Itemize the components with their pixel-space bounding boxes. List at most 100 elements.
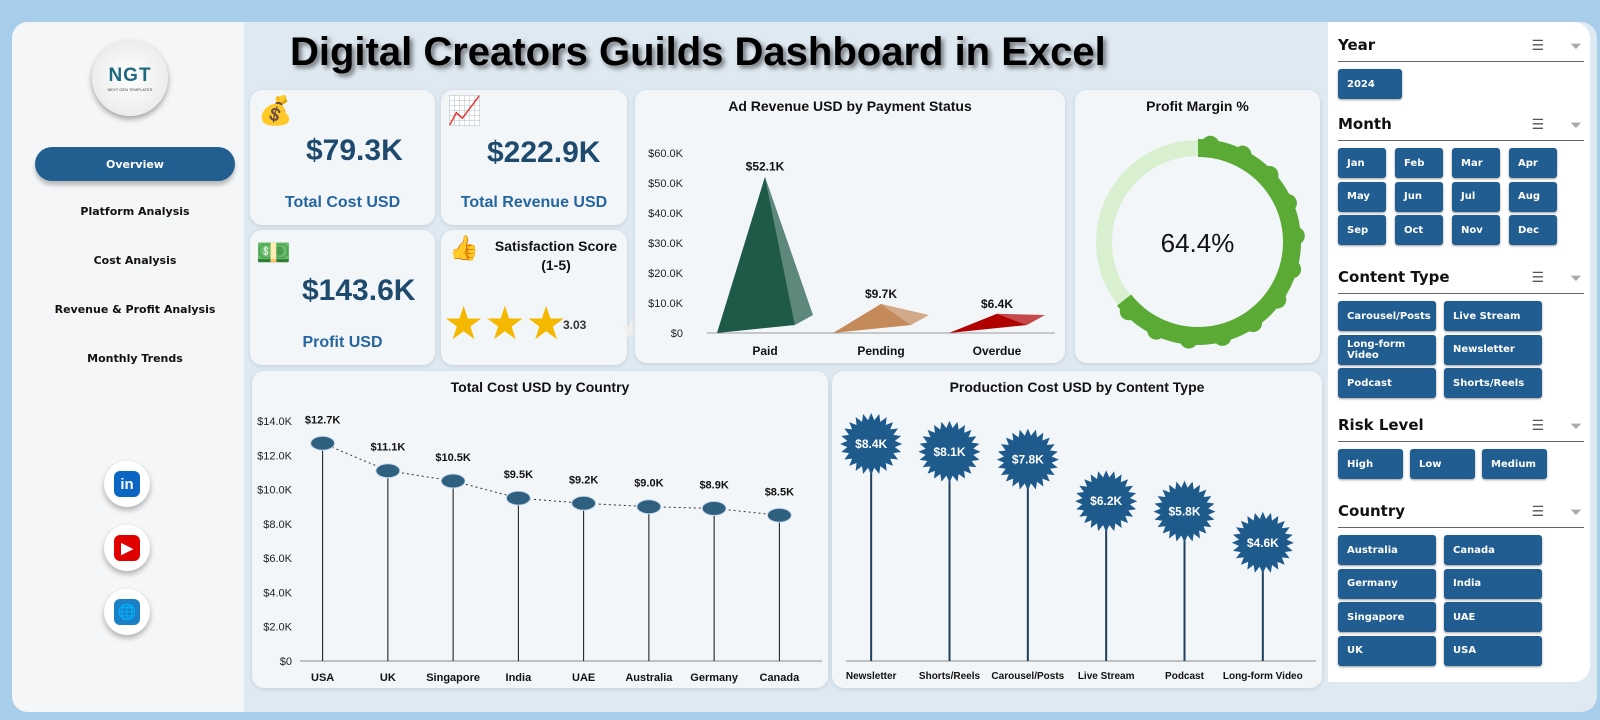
slicer-item[interactable]: Aug (1509, 181, 1557, 212)
data-label: $6.4K (981, 297, 1013, 311)
donut-bump (1260, 165, 1279, 184)
slicer-item[interactable]: Sep (1338, 215, 1386, 245)
x-tick-label: Newsletter (846, 671, 897, 682)
donut-bump (1286, 226, 1305, 245)
y-tick-label: $0 (671, 328, 683, 340)
satisfaction-value: 3.03 (563, 318, 587, 332)
star-icon: ★ (484, 297, 526, 349)
coin-marker (505, 490, 531, 506)
bar-pending (833, 303, 911, 333)
multi-select-icon[interactable]: ☰ (1531, 504, 1544, 520)
slicer-item[interactable]: Jan (1338, 148, 1386, 178)
slicer-item[interactable]: Jul (1452, 181, 1500, 212)
bar-side (881, 303, 929, 325)
donut-bump (1244, 314, 1263, 333)
coin-marker (571, 495, 597, 511)
kpi-total-cost: 💰 $79.3K Total Cost USD (250, 90, 435, 225)
slicer-item[interactable]: Oct (1395, 215, 1443, 245)
clear-filter-icon[interactable]: ⏷ (1569, 269, 1582, 287)
slicer-title: Year (1338, 36, 1376, 54)
slicer-item[interactable]: USA (1444, 635, 1542, 666)
multi-select-icon[interactable]: ☰ (1531, 117, 1544, 133)
donut-bump (1119, 302, 1138, 321)
slicer-item[interactable]: Medium (1482, 449, 1547, 479)
slicer-item[interactable]: Singapore (1338, 602, 1436, 632)
nav-overview[interactable]: Overview (35, 147, 235, 181)
slicer-item[interactable]: Low (1410, 449, 1475, 479)
slicer-item[interactable]: Germany (1338, 568, 1436, 599)
x-tick-label: Long-form Video (1223, 671, 1303, 682)
slicer-item[interactable]: Canada (1444, 535, 1542, 565)
multi-select-icon[interactable]: ☰ (1531, 38, 1544, 54)
donut-bump (1268, 290, 1287, 309)
clear-filter-icon[interactable]: ⏷ (1569, 503, 1582, 521)
youtube-button[interactable]: ▶ (104, 525, 150, 571)
slicer-item[interactable]: 2024 (1338, 69, 1402, 99)
linkedin-icon: in (114, 471, 140, 497)
multi-select-icon[interactable]: ☰ (1531, 270, 1544, 286)
profit-margin-value: 64.4% (1160, 228, 1235, 258)
slicer-item[interactable]: Long-form Video (1338, 334, 1436, 365)
slicer-risk-level: Risk Level ☰ ⏷ (1338, 416, 1584, 442)
y-tick-label: $12.0K (257, 450, 293, 462)
slicer-item[interactable]: Newsletter (1444, 334, 1542, 365)
donut-bump (1147, 321, 1166, 340)
slicer-item[interactable]: Podcast (1338, 368, 1436, 398)
slicer-item[interactable]: Mar (1452, 148, 1500, 178)
y-tick-label: $6.0K (263, 553, 292, 565)
clear-filter-icon[interactable]: ⏷ (1569, 116, 1582, 134)
multi-select-icon[interactable]: ☰ (1531, 418, 1544, 434)
data-label: $8.1K (933, 445, 965, 459)
slicer-item[interactable]: UK (1338, 635, 1436, 666)
slicer-item[interactable]: Jun (1395, 181, 1443, 212)
x-tick-label: Paid (752, 344, 777, 358)
nav-platform-analysis[interactable]: Platform Analysis (80, 204, 190, 218)
kpi-label: Profit USD (302, 334, 383, 351)
data-label: $52.1K (746, 160, 785, 174)
slicer-item[interactable]: Dec (1509, 215, 1557, 245)
y-tick-label: $10.0K (257, 485, 293, 497)
kpi-total-revenue: 📈 $222.9K Total Revenue USD (441, 90, 627, 225)
x-tick-label: Shorts/Reels (919, 671, 981, 682)
coin-marker (375, 463, 401, 479)
slicer-item[interactable]: Carousel/Posts (1338, 301, 1436, 331)
logo-subtext: NEXT GEN TEMPLATES (107, 86, 153, 92)
clear-filter-icon[interactable]: ⏷ (1569, 417, 1582, 435)
clear-filter-icon[interactable]: ⏷ (1569, 37, 1582, 55)
donut-value-arc (1117, 139, 1301, 345)
kpi-value: $79.3K (306, 134, 403, 167)
nav-monthly-trends[interactable]: Monthly Trends (87, 351, 183, 365)
slicer-item[interactable]: Feb (1395, 148, 1443, 178)
slicer-item[interactable]: Shorts/Reels (1444, 368, 1542, 398)
slicer-item[interactable]: Apr (1509, 148, 1557, 178)
slicer-item[interactable]: Nov (1452, 215, 1500, 245)
x-tick-label: USA (311, 672, 334, 684)
kpi-sublabel: (1-5) (541, 257, 571, 273)
globe-button[interactable]: 🌐 (104, 589, 150, 635)
slicer-item[interactable]: High (1338, 449, 1403, 479)
x-tick-label: UK (380, 672, 396, 684)
donut-bump (1213, 327, 1232, 346)
slicer-item[interactable]: Live Stream (1444, 301, 1542, 331)
x-tick-label: Live Stream (1078, 671, 1135, 682)
donut-bump (1283, 260, 1302, 279)
slicer-item[interactable]: Australia (1338, 535, 1436, 565)
data-label: $8.9K (699, 479, 728, 491)
donut-bump (1179, 330, 1198, 349)
donut-bump (1278, 194, 1297, 213)
linkedin-button[interactable]: in (104, 461, 150, 507)
data-label: $9.7K (865, 287, 897, 301)
x-tick-label: Singapore (426, 672, 480, 684)
x-tick-label: UAE (572, 672, 595, 684)
nav-cost-analysis[interactable]: Cost Analysis (93, 253, 177, 267)
slicer-item[interactable]: May (1338, 181, 1386, 212)
y-tick-label: $0 (280, 656, 292, 668)
chart-title: Total Cost USD by Country (450, 379, 630, 395)
nav-revenue-profit-analysis[interactable]: Revenue & Profit Analysis (54, 302, 216, 316)
slicer-item[interactable]: UAE (1444, 602, 1542, 632)
slicer-item[interactable]: India (1444, 568, 1542, 599)
coin-marker (766, 507, 792, 523)
content-cost-chart: Production Cost USD by Content Type $8.4… (832, 371, 1322, 688)
chart-title: Production Cost USD by Content Type (949, 379, 1205, 395)
y-tick-label: $2.0K (263, 622, 292, 634)
